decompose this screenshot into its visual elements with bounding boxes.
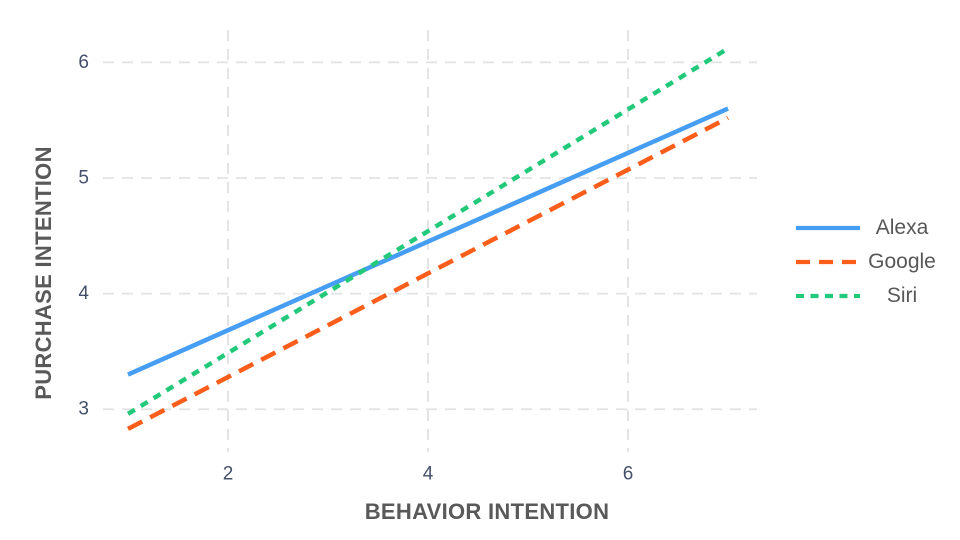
y-tick-label-3: 3	[78, 399, 89, 420]
legend-item-google: Google	[795, 245, 943, 279]
legend-label-google: Google	[868, 250, 936, 273]
x-tick-label-2: 2	[223, 464, 234, 485]
series-line-alexa	[127, 106, 729, 377]
legend: Alexa Google Siri	[795, 211, 943, 313]
x-axis-title: BEHAVIOR INTENTION	[364, 499, 610, 524]
y-axis-title: PURCHASE INTENTION	[31, 146, 56, 400]
legend-line-swatch-alexa	[796, 225, 860, 231]
legend-item-siri: Siri	[795, 279, 943, 313]
legend-item-alexa: Alexa	[795, 211, 943, 245]
legend-line-swatch-siri	[796, 293, 860, 299]
legend-label-siri: Siri	[886, 284, 918, 307]
x-tick-label-4: 4	[423, 464, 434, 485]
series-line-siri	[126, 46, 730, 416]
legend-line-swatch-google	[796, 259, 860, 265]
series-line-google	[126, 115, 730, 431]
legend-label-alexa: Alexa	[875, 216, 929, 239]
y-tick-label-4: 4	[78, 283, 89, 304]
x-tick-label-6: 6	[623, 464, 634, 485]
y-tick-label-5: 5	[78, 167, 89, 188]
y-tick-label-6: 6	[78, 52, 89, 73]
